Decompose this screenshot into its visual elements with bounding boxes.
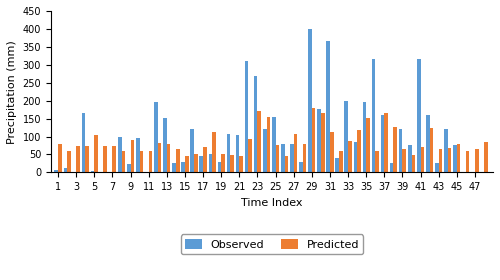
Bar (163, 118, 167, 172)
Bar (245, 61, 248, 172)
Bar (399, 129, 402, 172)
Bar (453, 146, 457, 172)
Bar (263, 129, 266, 172)
Bar (303, 144, 306, 172)
Bar (281, 144, 284, 172)
Bar (154, 102, 158, 172)
Bar (58, 144, 61, 172)
Bar (221, 155, 225, 172)
Bar (104, 146, 107, 172)
Bar (354, 142, 357, 172)
Bar (330, 132, 334, 172)
Legend: Observed, Predicted: Observed, Predicted (180, 234, 364, 254)
Bar (444, 129, 448, 172)
Bar (112, 146, 116, 172)
Bar (294, 134, 298, 172)
Bar (118, 137, 122, 172)
Bar (127, 164, 130, 172)
Bar (64, 168, 67, 172)
Bar (158, 143, 162, 172)
Bar (218, 162, 221, 172)
Bar (122, 151, 125, 172)
Bar (466, 151, 469, 172)
Bar (284, 156, 288, 172)
Bar (384, 113, 388, 172)
Bar (67, 151, 71, 172)
Bar (420, 147, 424, 172)
Bar (203, 146, 206, 172)
Bar (90, 171, 94, 172)
Bar (130, 140, 134, 172)
Y-axis label: Precipitation (mm): Precipitation (mm) (7, 40, 17, 144)
Bar (226, 134, 230, 172)
Bar (376, 151, 379, 172)
Bar (457, 144, 460, 172)
Bar (140, 151, 143, 172)
Bar (339, 151, 342, 172)
Bar (208, 155, 212, 172)
Bar (412, 155, 415, 172)
Bar (76, 146, 80, 172)
Bar (408, 146, 412, 172)
Bar (194, 155, 198, 172)
Bar (182, 162, 185, 172)
Bar (390, 164, 394, 172)
Bar (435, 164, 438, 172)
Bar (362, 102, 366, 172)
Bar (312, 108, 316, 172)
X-axis label: Time Index: Time Index (241, 198, 302, 208)
Bar (380, 115, 384, 172)
Bar (326, 41, 330, 172)
Bar (276, 145, 279, 172)
Bar (344, 101, 348, 172)
Bar (402, 149, 406, 172)
Bar (366, 118, 370, 172)
Bar (290, 144, 294, 172)
Bar (82, 113, 86, 172)
Bar (318, 109, 321, 172)
Bar (248, 139, 252, 172)
Bar (417, 59, 420, 172)
Bar (426, 115, 430, 172)
Bar (430, 127, 433, 172)
Bar (299, 162, 303, 172)
Bar (212, 132, 216, 172)
Bar (438, 149, 442, 172)
Bar (136, 138, 140, 172)
Bar (484, 142, 488, 172)
Bar (336, 158, 339, 172)
Bar (266, 117, 270, 172)
Bar (54, 169, 58, 172)
Bar (254, 76, 258, 172)
Bar (236, 135, 240, 172)
Bar (240, 155, 243, 172)
Bar (475, 149, 478, 172)
Bar (176, 149, 180, 172)
Bar (308, 29, 312, 172)
Bar (94, 135, 98, 172)
Bar (348, 141, 352, 172)
Bar (272, 117, 276, 172)
Bar (258, 111, 261, 172)
Bar (148, 151, 152, 172)
Bar (394, 127, 397, 172)
Bar (190, 129, 194, 172)
Bar (372, 59, 376, 172)
Bar (172, 164, 176, 172)
Bar (448, 148, 452, 172)
Bar (86, 146, 89, 172)
Bar (357, 130, 361, 172)
Bar (200, 156, 203, 172)
Bar (167, 144, 170, 172)
Bar (185, 155, 188, 172)
Bar (230, 155, 234, 172)
Bar (321, 113, 324, 172)
